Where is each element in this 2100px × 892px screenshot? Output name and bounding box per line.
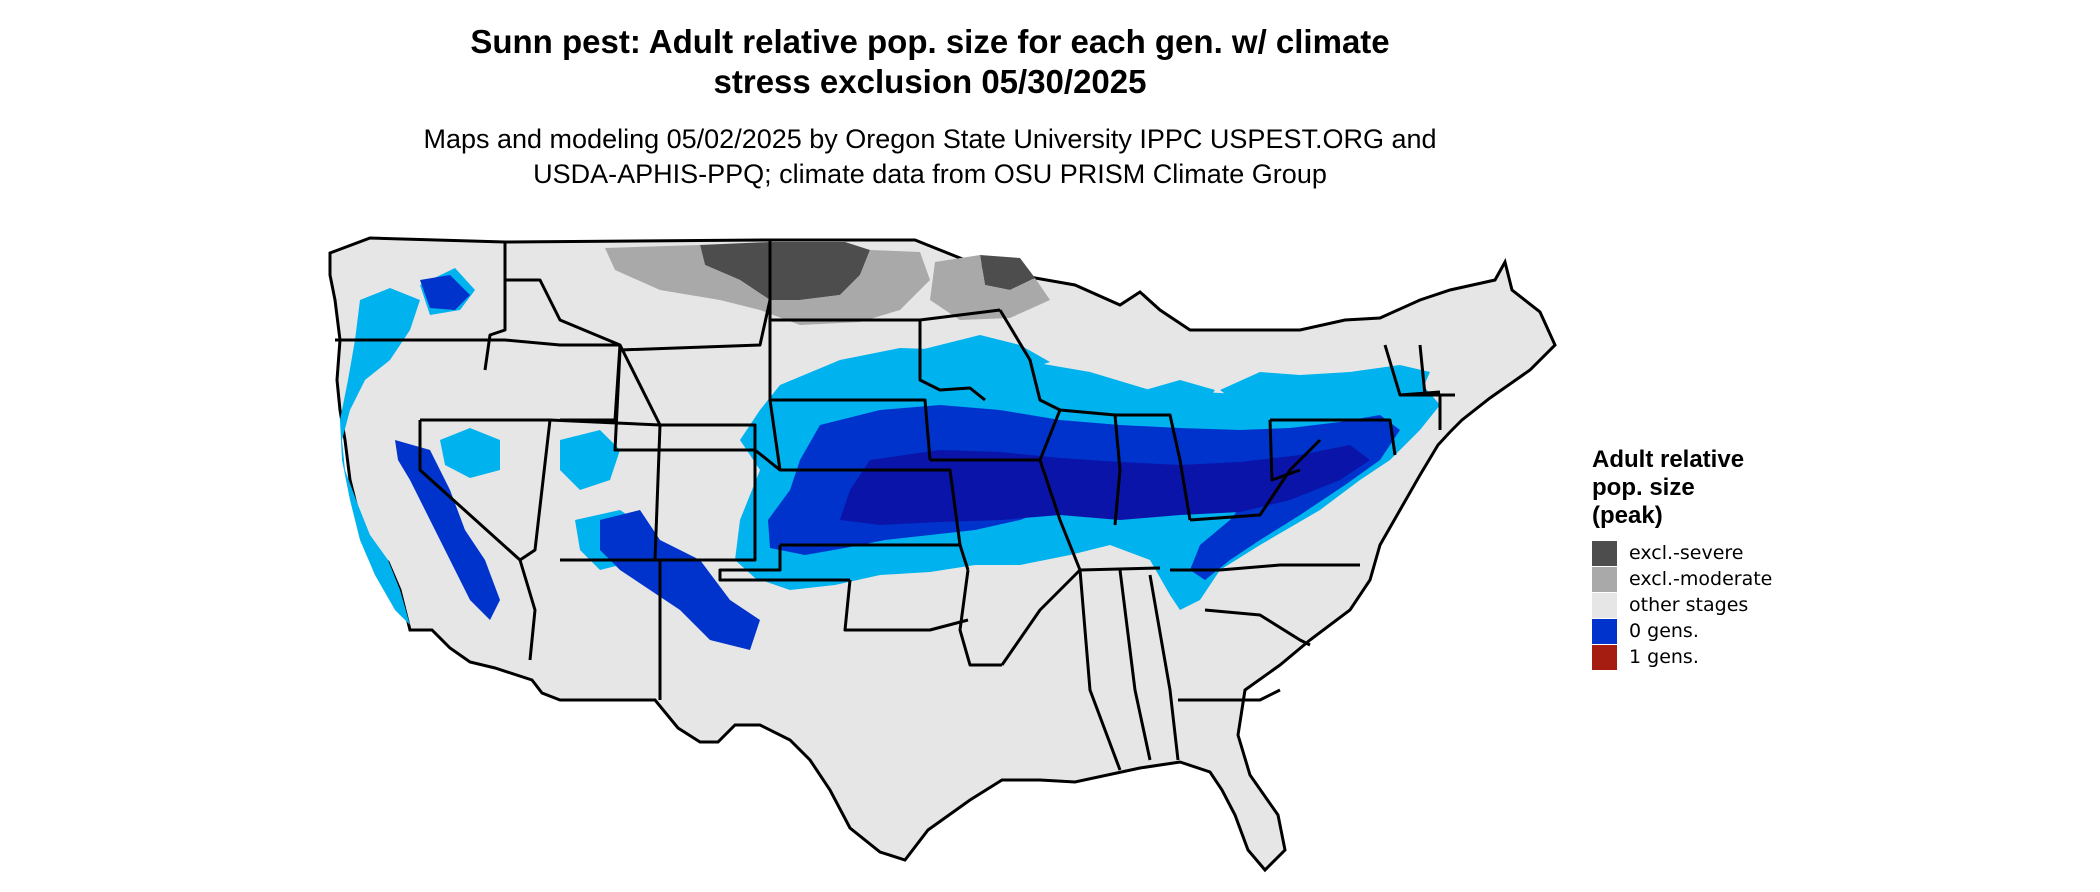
legend-label-1-gens: 1 gens. bbox=[1629, 646, 1699, 668]
map-subtitle: Maps and modeling 05/02/2025 by Oregon S… bbox=[300, 122, 1560, 192]
legend-title: Adult relative pop. size (peak) bbox=[1592, 446, 1892, 530]
map-subtitle-line-1: Maps and modeling 05/02/2025 by Oregon S… bbox=[423, 124, 1437, 154]
exclusion-moderate-areas bbox=[605, 245, 1050, 325]
legend-item-0-gens: 0 gens. bbox=[1592, 618, 1892, 644]
legend-label-excl-moderate: excl.-moderate bbox=[1629, 568, 1773, 590]
legend-swatch-other-stages bbox=[1592, 592, 1617, 618]
legend-swatch-0-gens bbox=[1592, 618, 1617, 644]
legend-swatch-excl-moderate bbox=[1592, 566, 1617, 592]
map-subtitle-line-2: USDA-APHIS-PPQ; climate data from OSU PR… bbox=[533, 159, 1327, 189]
population-dark-areas bbox=[840, 445, 1370, 525]
legend-title-line-3: (peak) bbox=[1592, 502, 1663, 529]
legend-title-line-2: pop. size bbox=[1592, 474, 1695, 501]
exclusion-severe-areas bbox=[700, 242, 1035, 300]
legend-label-0-gens: 0 gens. bbox=[1629, 620, 1699, 642]
legend-title-line-1: Adult relative bbox=[1592, 446, 1745, 473]
us-map bbox=[328, 236, 1557, 873]
legend-item-other-stages: other stages bbox=[1592, 592, 1892, 618]
legend-item-excl-severe: excl.-severe bbox=[1592, 540, 1892, 566]
legend-swatch-excl-severe bbox=[1592, 540, 1617, 566]
legend-item-1-gens: 1 gens. bbox=[1592, 644, 1892, 670]
legend-item-excl-moderate: excl.-moderate bbox=[1592, 566, 1892, 592]
map-title-line-2: stress exclusion 05/30/2025 bbox=[713, 63, 1147, 100]
map-title-line-1: Sunn pest: Adult relative pop. size for … bbox=[470, 23, 1390, 60]
legend-label-excl-severe: excl.-severe bbox=[1629, 542, 1744, 564]
legend-label-other-stages: other stages bbox=[1629, 594, 1749, 616]
legend-swatch-1-gens bbox=[1592, 644, 1617, 670]
map-title: Sunn pest: Adult relative pop. size for … bbox=[300, 22, 1560, 102]
map-legend: Adult relative pop. size (peak) excl.-se… bbox=[1592, 446, 1892, 670]
state-borders bbox=[335, 240, 1455, 771]
